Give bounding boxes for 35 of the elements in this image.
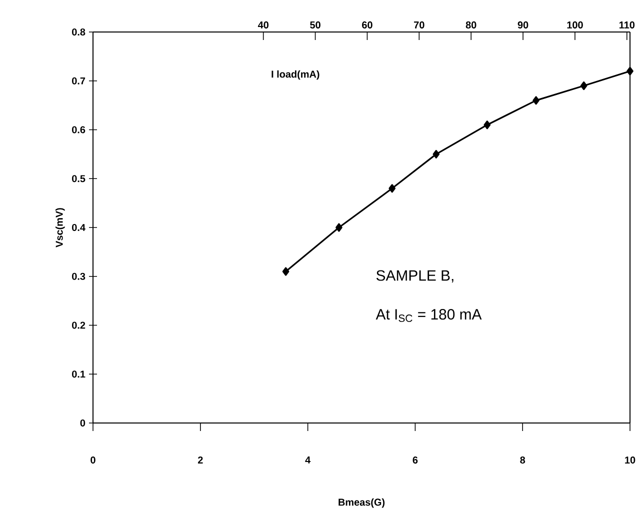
y-axis-title: Vsc(mV) [56, 208, 65, 248]
x2-axis-title: I load(mA) [272, 70, 320, 80]
point [532, 96, 540, 105]
y-tick-label: 0.4 [72, 224, 86, 232]
y-tick-label: 0.2 [72, 322, 86, 329]
x-tick-label: 8 [520, 456, 526, 464]
point [388, 184, 396, 193]
annotation: SAMPLE B, [376, 270, 454, 283]
point [484, 120, 491, 130]
x-tick-label: 0 [90, 456, 96, 464]
x2-tick-label: 50 [310, 21, 320, 28]
x-tick-label: 6 [412, 456, 418, 464]
x-tick-label: 10 [625, 456, 636, 464]
y-tick-label: 0.5 [72, 175, 86, 182]
x2-tick-label: 80 [466, 21, 476, 28]
x-tick-label: 2 [198, 456, 203, 464]
y-tick-label: 0.8 [72, 28, 86, 36]
x2-tick-label: 40 [258, 21, 268, 28]
y-tick-label: 0.7 [72, 77, 86, 84]
x-axis-title: Bmeas(G) [338, 498, 385, 508]
point [282, 267, 290, 276]
x2-tick-label: 110 [619, 21, 635, 28]
y-tick-label: 0.6 [72, 126, 86, 134]
x-tick-label: 4 [305, 456, 311, 464]
x2-tick-label: 100 [567, 21, 583, 28]
y-tick-label: 0.3 [72, 272, 86, 280]
y-tick-label: 0.1 [72, 370, 86, 378]
point [580, 81, 588, 90]
x2-tick-label: 70 [414, 21, 424, 28]
annotation: At I$_{SC}$ = 180 mA [376, 309, 482, 322]
point [432, 150, 440, 158]
x2-tick-label: 90 [518, 21, 528, 28]
point [336, 223, 342, 232]
x2-tick-label: 60 [362, 21, 372, 28]
y-tick-label: 0 [80, 419, 86, 427]
